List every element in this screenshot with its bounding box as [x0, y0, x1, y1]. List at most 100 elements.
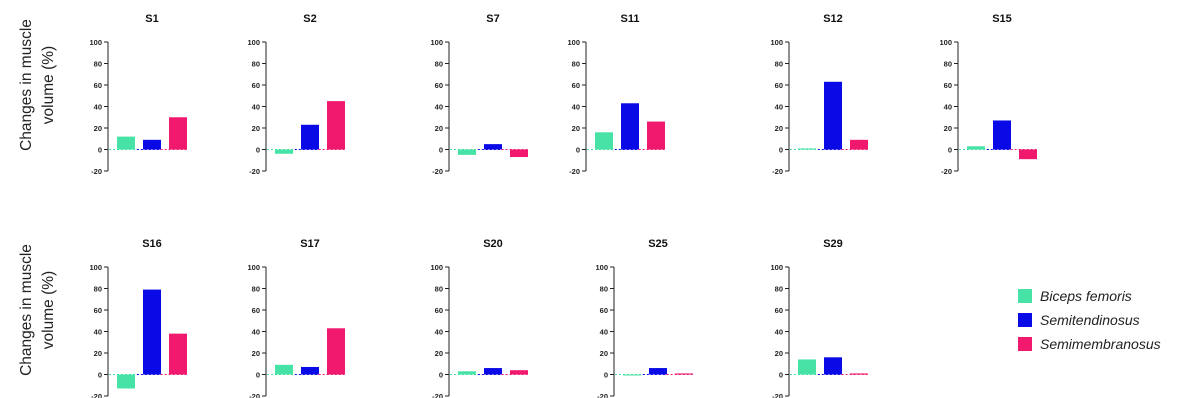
bar-semitendinosus	[301, 366, 319, 375]
y-axis-label-top-row: Changes in muscle volume (%)	[9, 10, 67, 160]
bar-biceps-femoris	[458, 371, 476, 375]
y-tick-label: 20	[435, 124, 443, 133]
y-tick-label: 100	[595, 263, 608, 272]
legend-label: Semitendinosus	[1040, 312, 1140, 328]
bar-semimembranosus	[169, 333, 187, 375]
y-tick-label: 60	[775, 81, 783, 90]
bar-biceps-femoris	[275, 364, 293, 375]
y-tick-label: 40	[435, 328, 443, 337]
bar-semitendinosus	[824, 81, 842, 150]
panel-title: S15	[992, 13, 1012, 25]
y-tick-label: 0	[439, 146, 443, 155]
y-tick-label: 60	[600, 306, 608, 315]
y-tick-label: 80	[94, 285, 102, 294]
bar-semitendinosus	[621, 103, 639, 150]
y-tick-label: 60	[94, 306, 102, 315]
bar-semimembranosus	[850, 139, 868, 150]
y-tick-label: 40	[252, 328, 260, 337]
panel-s1: S1 100 80 60 40 20 0 -20	[89, 13, 187, 176]
panel-s25: S25 100 80 60 40 20 0 -20	[595, 238, 693, 398]
bar-semitendinosus	[649, 368, 667, 375]
bar-semimembranosus	[675, 373, 693, 375]
panel-s29: S29 100 80 60 40 20 0 -20	[770, 238, 868, 398]
bar-semitendinosus	[484, 144, 502, 150]
y-tick-label: 40	[600, 328, 608, 337]
panel-title: S12	[823, 13, 843, 25]
y-tick-label: 80	[435, 60, 443, 69]
y-tick-label: 100	[247, 38, 260, 47]
y-tick-label: 20	[252, 124, 260, 133]
y-axis-label-line-2: volume (%)	[40, 45, 57, 125]
y-tick-label: 0	[948, 146, 952, 155]
y-tick-label: 20	[600, 349, 608, 358]
y-axis-label-line-2: volume (%)	[40, 270, 57, 350]
y-tick-label: -20	[772, 392, 783, 398]
y-tick-label: 40	[944, 103, 952, 112]
y-tick-label: 60	[944, 81, 952, 90]
y-tick-label: -20	[432, 167, 443, 176]
bar-biceps-femoris	[117, 136, 135, 150]
y-tick-label: 60	[435, 81, 443, 90]
y-tick-label: 80	[435, 285, 443, 294]
panel-title: S7	[486, 13, 499, 25]
y-tick-label: 80	[252, 285, 260, 294]
y-tick-label: 0	[779, 146, 783, 155]
y-tick-label: 80	[944, 60, 952, 69]
bar-biceps-femoris	[595, 132, 613, 150]
panel-s17: S17 100 80 60 40 20 0 -20	[247, 238, 345, 398]
y-tick-label: 40	[252, 103, 260, 112]
bar-semimembranosus	[510, 370, 528, 375]
panel-s2: S2 100 80 60 40 20 0 -20	[247, 13, 345, 176]
bar-semimembranosus	[647, 121, 665, 150]
y-tick-label: 0	[604, 371, 608, 380]
panel-s15: S15 100 80 60 40 20 0 -20	[939, 13, 1037, 176]
panel-s12: S12 100 80 60 40 20 0 -20	[770, 13, 868, 176]
panel-title: S16	[142, 238, 162, 250]
y-tick-label: 20	[435, 349, 443, 358]
panel-title: S2	[303, 13, 316, 25]
y-axis-label-line-1: Changes in muscle	[18, 244, 35, 376]
bar-semimembranosus	[1019, 149, 1037, 160]
y-tick-label: 0	[439, 371, 443, 380]
y-tick-label: 100	[89, 263, 102, 272]
y-tick-label: 0	[98, 146, 102, 155]
panel-s16: S16 100 80 60 40 20 0 -20	[89, 238, 187, 398]
panel-title: S25	[648, 238, 668, 250]
y-tick-label: 60	[435, 306, 443, 315]
legend-swatch	[1018, 289, 1032, 303]
bar-semitendinosus	[143, 289, 161, 375]
bar-biceps-femoris	[798, 148, 816, 150]
bar-semimembranosus	[327, 328, 345, 375]
legend-swatch	[1018, 313, 1032, 327]
bar-semitendinosus	[484, 368, 502, 375]
y-tick-label: -20	[91, 167, 102, 176]
y-tick-label: 20	[944, 124, 952, 133]
y-axis-label-bottom-row: Changes in muscle volume (%)	[9, 235, 67, 385]
y-tick-label: 40	[94, 328, 102, 337]
y-tick-label: 80	[572, 60, 580, 69]
y-tick-label: 60	[572, 81, 580, 90]
bar-semitendinosus	[824, 357, 842, 375]
y-tick-label: 60	[252, 306, 260, 315]
bar-semitendinosus	[993, 120, 1011, 150]
y-tick-label: -20	[91, 392, 102, 398]
y-tick-label: -20	[249, 392, 260, 398]
y-tick-label: 0	[576, 146, 580, 155]
legend-swatch	[1018, 337, 1032, 351]
y-tick-label: 80	[775, 285, 783, 294]
y-tick-label: 40	[435, 103, 443, 112]
bar-biceps-femoris	[275, 149, 293, 154]
y-tick-label: 100	[939, 38, 952, 47]
y-tick-label: 100	[247, 263, 260, 272]
y-tick-label: -20	[941, 167, 952, 176]
panel-s7: S7 100 80 60 40 20 0 -20	[430, 13, 528, 176]
y-tick-label: 60	[775, 306, 783, 315]
y-tick-label: 40	[572, 103, 580, 112]
y-tick-label: -20	[597, 392, 608, 398]
legend-item-semimembranosus: Semimembranosus	[1018, 332, 1161, 356]
bar-biceps-femoris	[117, 374, 135, 389]
y-tick-label: 0	[779, 371, 783, 380]
legend-item-biceps-femoris: Biceps femoris	[1018, 284, 1161, 308]
y-tick-label: 100	[430, 38, 443, 47]
